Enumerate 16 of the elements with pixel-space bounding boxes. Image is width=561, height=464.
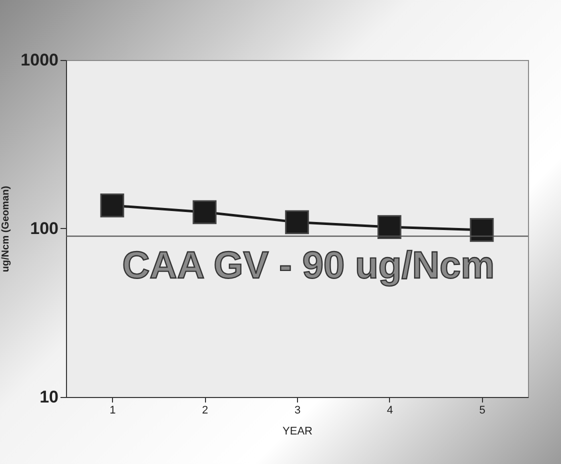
point [285, 210, 309, 234]
y-tick-label: 100 [30, 219, 58, 238]
x-tick-label: 4 [386, 404, 393, 416]
y-axis-title: ug/Ncm (Geoman) [0, 186, 12, 272]
x-axis-title: YEAR [282, 426, 313, 438]
point [100, 194, 124, 218]
point [377, 215, 402, 239]
ref-line-label: CAA GV - 90 ug/Ncm [122, 245, 495, 288]
x-tick-label: 2 [202, 404, 208, 416]
x-tick-label: 5 [479, 404, 486, 416]
y-tick-label: 1000 [20, 50, 58, 70]
x-tick-label: 1 [110, 404, 116, 416]
point [470, 218, 494, 242]
point [192, 200, 217, 224]
x-tick-label: 3 [294, 404, 301, 416]
y-tick-label: 10 [40, 388, 58, 406]
